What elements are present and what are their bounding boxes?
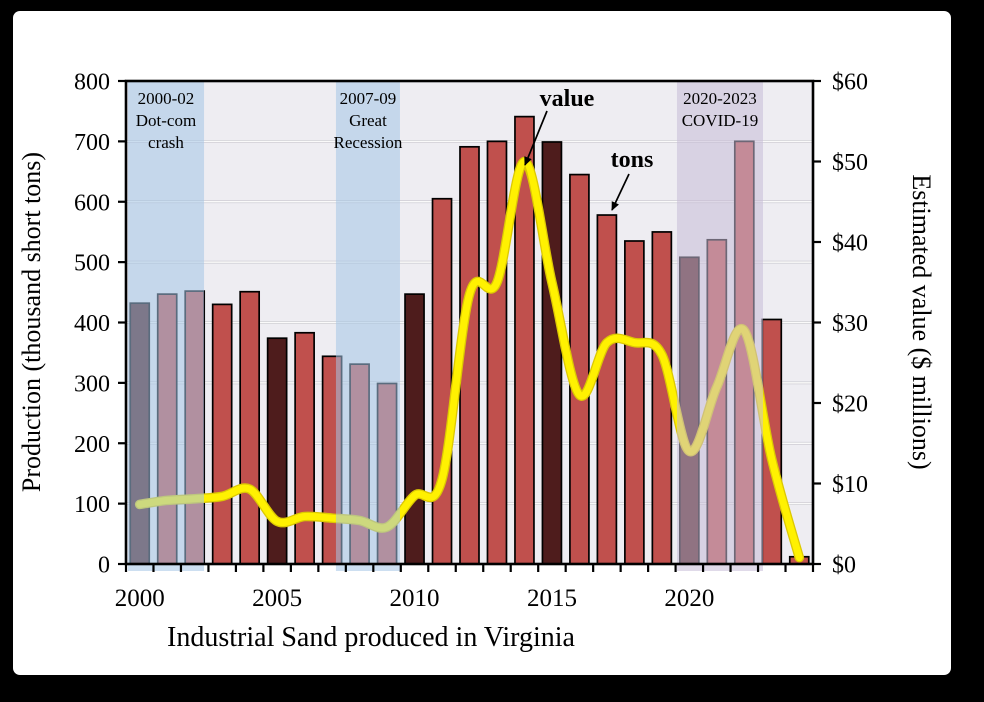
annotation-arrow-value [524,110,548,166]
band-label-dotcom-crash: 2000-02 [138,89,195,108]
x-tick-label: 2010 [390,585,440,612]
chart-title: Industrial Sand produced in Virginia [167,622,575,653]
band-dotcom-crash [127,81,205,571]
left-tick-label: 700 [74,130,110,156]
bar-2011 [431,197,453,565]
annotation-tons: tons [611,147,654,173]
annotations-group: value tons [524,86,654,211]
left-tick-label: 300 [74,371,110,397]
left-tick-label: 800 [74,70,110,96]
left-tick-label: 400 [74,311,110,337]
right-tick-label: $60 [832,70,868,96]
band-great-recession [335,81,400,571]
bar-2004 [239,290,261,565]
band-label-dotcom-crash: crash [148,133,184,152]
left-tick-label: 600 [74,190,110,216]
left-tick-label: 500 [74,251,110,277]
bar-2003 [211,303,233,565]
band-label-dotcom-crash: Dot-com [136,111,196,130]
bar-2015 [541,141,563,565]
left-axis-title: Production (thousand short tons) [17,152,46,492]
recession-bands-group: 2000-02 Dot-com crash 2007-09 Great Recession… [127,81,763,571]
right-tick-label: $0 [832,553,856,579]
tick-labels-group: 0 100 200 300 400 500 600 700 800 $0 $10 $20 $30 $40 $… [74,70,868,613]
bar-2018 [624,240,645,565]
x-tick-label: 2020 [664,585,714,612]
bar-2019 [651,231,673,565]
right-tick-label: $10 [832,472,868,498]
right-tick-label: $30 [832,311,868,337]
x-tick-label: 2000 [115,585,165,612]
band-covid-19 [676,81,763,571]
left-tick-label: 100 [74,492,110,518]
x-tick-label: 2005 [252,585,302,612]
right-tick-label: $40 [832,231,868,257]
bar-2017 [596,214,618,565]
bar-2006 [294,331,315,565]
band-label-great-recession: 2007-09 [340,89,397,108]
band-label-covid-19: 2020-2023 [683,89,757,108]
bar-2010 [404,293,425,565]
ticks-group [118,79,821,572]
left-tick-label: 200 [74,432,110,458]
band-label-covid-19: COVID-19 [682,111,759,130]
annotation-value: value [540,86,595,112]
band-label-great-recession: Great [349,111,387,130]
right-tick-label: $50 [832,150,868,176]
left-tick-label: 0 [98,553,110,579]
x-tick-label: 2015 [527,585,577,612]
bar-2005 [266,337,288,565]
right-tick-label: $20 [832,392,868,418]
band-label-great-recession: Recession [333,133,402,152]
bar-2013 [486,140,508,565]
right-axis-title: Estimated value ($ millions) [907,174,936,469]
annotation-arrow-tons [611,173,630,211]
